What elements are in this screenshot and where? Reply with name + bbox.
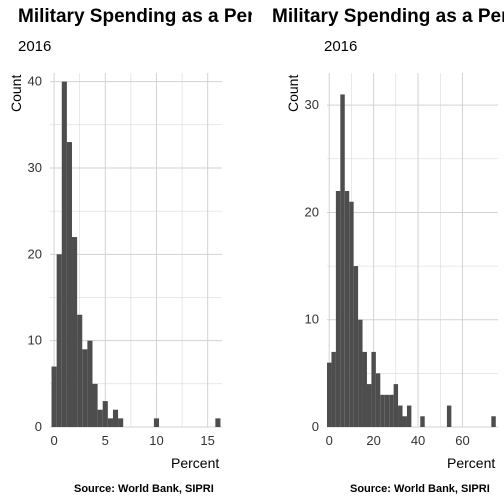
histogram-bar <box>393 384 399 427</box>
histogram-bar <box>406 405 412 427</box>
y-tick-label: 0 <box>35 419 42 434</box>
histogram-bar <box>118 418 124 427</box>
histogram-bar <box>344 191 350 427</box>
y-tick-label: 20 <box>28 246 42 261</box>
histogram-bar <box>398 405 403 427</box>
histogram-bar <box>349 201 354 427</box>
x-tick-label: 15 <box>200 433 214 448</box>
histogram-bar <box>87 340 93 427</box>
y-tick-label: 20 <box>305 204 319 219</box>
histogram-bar <box>153 418 160 427</box>
histogram-bar <box>420 416 425 427</box>
histogram-bar <box>56 254 62 427</box>
x-tick-label: 5 <box>102 433 109 448</box>
y-tick-label: 10 <box>28 333 42 348</box>
histogram-bar <box>66 142 73 427</box>
y-axis-label: Count <box>285 74 301 112</box>
histogram-bar <box>491 416 496 427</box>
histogram-bar <box>340 94 345 428</box>
histogram-bar <box>102 401 108 427</box>
histogram-bar <box>327 362 332 427</box>
y-axis-label: Count <box>8 74 24 112</box>
histogram-bar <box>97 409 103 427</box>
histogram-plot-gdp: 0 10 20 30 40 0 5 10 15 <box>28 73 222 448</box>
chart-subtitle: 2016 <box>18 38 52 55</box>
histogram-bar <box>371 351 376 427</box>
histogram-bar <box>107 418 113 427</box>
chart-title: Military Spending as a Percent of GDP <box>18 6 252 27</box>
y-tick-label: 40 <box>28 74 42 89</box>
chart-panel-gdp: 0 10 20 30 40 0 5 10 15 Military Spending as a P… <box>8 6 252 495</box>
chart-panel-government-spending: 0 10 20 30 0 20 40 60 Military Spending as a Pe… <box>252 0 504 504</box>
chart-subtitle: 2016 <box>324 38 358 55</box>
x-axis-label: Percent <box>171 455 220 471</box>
histogram-bar <box>358 319 363 427</box>
histogram-bar <box>366 384 372 427</box>
x-tick-label: 20 <box>366 433 380 448</box>
x-tick-label: 0 <box>50 433 57 448</box>
histogram-bar <box>375 373 381 427</box>
histogram-bar <box>402 416 407 427</box>
y-tick-label: 10 <box>305 312 319 327</box>
histogram-bar <box>380 394 385 427</box>
chart-caption: Source: World Bank, SIPRI <box>74 483 214 495</box>
histogram-bar <box>384 394 390 427</box>
x-tick-label: 10 <box>149 433 163 448</box>
y-tick-label: 30 <box>28 160 42 175</box>
y-tick-label: 0 <box>312 419 319 434</box>
histogram-bar <box>353 266 359 427</box>
y-tick-label: 30 <box>305 97 319 112</box>
histogram-bar <box>92 383 98 427</box>
histogram-bar <box>389 394 394 427</box>
x-tick-label: 40 <box>411 433 425 448</box>
chart-caption: Source: World Bank, SIPRI <box>350 483 490 495</box>
histogram-plot-government-spending: 0 10 20 30 0 20 40 60 <box>305 73 498 448</box>
chart-title: Military Spending as a Percent of Govern… <box>272 6 504 27</box>
histogram-bar <box>446 405 452 427</box>
histogram-bar <box>112 409 119 427</box>
histogram-bar <box>215 418 221 427</box>
histogram-bar <box>362 351 367 427</box>
x-tick-label: 0 <box>326 433 333 448</box>
x-tick-label: 60 <box>455 433 469 448</box>
histogram-bar <box>77 314 83 427</box>
x-axis-label: Percent <box>447 455 496 471</box>
histogram-bar <box>335 191 341 427</box>
histogram-bar <box>82 349 88 427</box>
histogram-bar <box>72 237 78 427</box>
histogram-bar <box>61 81 67 427</box>
histogram-bar <box>331 351 336 427</box>
histogram-bar <box>51 366 57 427</box>
